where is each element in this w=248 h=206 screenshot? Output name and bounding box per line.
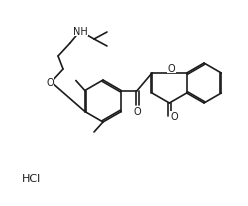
Text: O: O <box>46 78 54 88</box>
Text: O: O <box>171 111 178 121</box>
Text: HCl: HCl <box>22 173 41 183</box>
Text: NH: NH <box>73 27 87 37</box>
Text: O: O <box>133 107 141 117</box>
Text: O: O <box>168 64 175 74</box>
